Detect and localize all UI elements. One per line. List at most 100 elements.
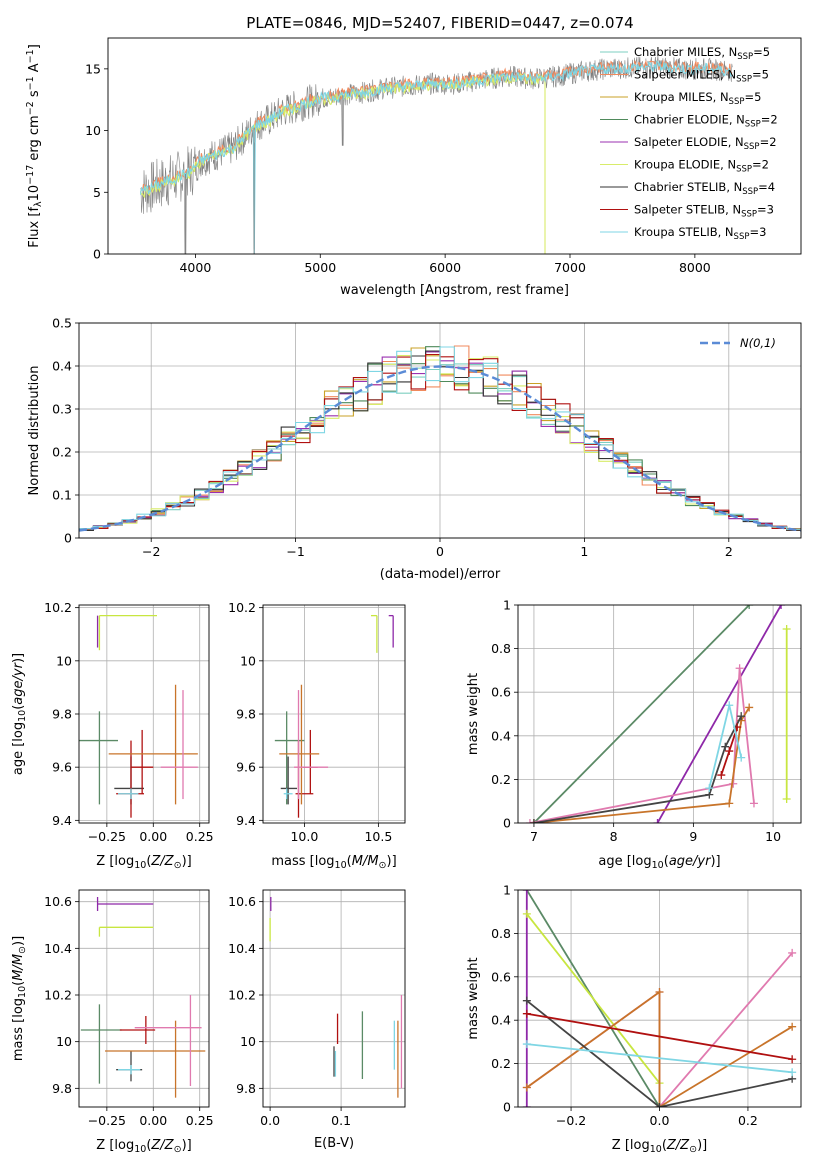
weight-series-line (533, 715, 742, 823)
weight-point-marker (725, 701, 734, 710)
weight-point-marker (737, 712, 746, 721)
residuals-ylabel: Normed distribution (27, 366, 42, 496)
y-tick-label: 9.8 (236, 1081, 256, 1096)
x-tick-label: 7000 (554, 260, 586, 275)
weight-point-marker (522, 1009, 531, 1018)
errorbar-point (131, 729, 154, 794)
errorbar-point (118, 788, 139, 800)
x-tick-label: 0.0 (260, 1113, 280, 1128)
x-tick-label: 0 (436, 544, 444, 559)
y-tick-label: 10.6 (44, 894, 72, 909)
weight-point-marker (522, 1040, 531, 1049)
errorbar-point (80, 1004, 122, 1084)
x-tick-label: −1 (286, 544, 304, 559)
spectrum-data-line (140, 55, 733, 254)
errorbar-point (118, 1065, 141, 1075)
legend-entry: Chabrier ELODIE, NSSP=2 (634, 113, 778, 130)
spectrum-axes: 4000 5000 6000 7000 8000 0 5 10 15 Chabrier MILES… (25, 37, 802, 298)
y-tick-label: 0.4 (491, 728, 511, 743)
x-tick-label: 8000 (679, 260, 711, 275)
axes-frame (78, 322, 802, 539)
y-tick-label: 1 (503, 883, 511, 898)
gaussian-curve (78, 365, 802, 532)
weight-point-marker (788, 1055, 797, 1064)
legend-entry: Kroupa ELODIE, NSSP=2 (634, 158, 769, 175)
mass_vs_EBV-xlabel: E(B-V) (314, 1136, 354, 1151)
axes-frame (107, 37, 802, 255)
legend-entry: Kroupa MILES, NSSP=5 (634, 90, 761, 107)
weight-point-marker (788, 948, 797, 957)
weight-point-marker (782, 795, 791, 804)
y-tick-label: 0.6 (491, 685, 511, 700)
x-tick-label: 10 (765, 829, 781, 844)
y-tick-label: 0.1 (52, 488, 72, 503)
errorbar-point (98, 614, 157, 651)
age_vs_Z-xlabel: Z [log10(Z/Z⊙)] (96, 854, 191, 871)
y-tick-label: 5 (93, 185, 101, 200)
x-tick-label: 4000 (179, 260, 211, 275)
legend-entry: Kroupa STELIB, NSSP=3 (634, 225, 766, 242)
errorbar-point (105, 1020, 206, 1098)
errorbar-point (116, 1051, 143, 1082)
weight-point-marker (522, 1103, 531, 1107)
weight-series-line (526, 1012, 793, 1061)
y-tick-label: 10.2 (228, 988, 256, 1003)
y-tick-label: 0 (503, 816, 511, 831)
legend-entry: Chabrier STELIB, NSSP=4 (634, 180, 775, 197)
y-tick-label: 0.4 (491, 1013, 511, 1028)
y-tick-label: 9.6 (236, 760, 256, 775)
errorbar-point (134, 995, 202, 1086)
residuals-axes: −2 −1 0 1 2 0 0.1 0.2 0.3 0.4 0.5 N(0,1) (data-model… (27, 316, 802, 582)
spectrum-legend: Chabrier MILES, NSSP=5 Salpeter MILES, NS… (600, 45, 778, 242)
errorbar-point (279, 684, 320, 805)
x-tick-label: 2 (725, 544, 733, 559)
y-tick-label: 10.2 (228, 600, 256, 615)
errorbar-point (79, 711, 118, 805)
x-tick-label: 9 (689, 829, 697, 844)
weight-series-line (526, 1043, 793, 1074)
weight-point-marker (737, 753, 746, 762)
y-tick-label: 9.8 (236, 707, 256, 722)
weight-point-marker (725, 799, 734, 808)
errorbar-point (160, 690, 198, 800)
weight_vs_age-ylabel: mass weight (466, 673, 481, 755)
y-tick-label: 9.4 (236, 813, 256, 828)
y-tick-label: 9.4 (52, 813, 72, 828)
mass_vs_EBV-axes: 0.0 0.1 9.8 10 10.2 10.4 10.6 E(B-V) (228, 889, 406, 1151)
weight_vs_Z-ylabel: mass weight (466, 957, 481, 1039)
y-tick-label: 0.5 (52, 316, 72, 331)
histogram-series (79, 346, 801, 530)
figure-title: PLATE=0846, MJD=52407, FIBERID=0447, z=0… (246, 14, 633, 32)
mass_vs_Z-ylabel: mass [log10(M/M⊙)] (11, 936, 28, 1061)
weight-point-marker (705, 784, 714, 793)
spectrum-ylabel: Flux [fλ10−17 erg cm−2 s−1 A−1] (25, 44, 44, 248)
y-tick-label: 0.2 (491, 772, 511, 787)
x-tick-label: 10.5 (364, 829, 392, 844)
age_vs_mass-axes: 10.0 10.5 9.4 9.6 9.8 10 10.2 mass [log10(M/M⊙)… (228, 600, 406, 871)
spectrum-model-line (139, 60, 733, 254)
legend-entry: Salpeter MILES, NSSP=5 (634, 68, 769, 85)
errorbar-point (98, 926, 154, 937)
x-tick-label: 5000 (304, 260, 336, 275)
axes-frame (262, 604, 406, 824)
weight-series-line (526, 999, 793, 1107)
axes-frame (262, 889, 406, 1108)
weight-series-line (533, 605, 750, 823)
y-tick-label: 0.4 (52, 359, 72, 374)
x-tick-label: 0.0 (650, 1113, 670, 1128)
x-tick-label: 1 (580, 544, 588, 559)
weight-point-marker (788, 1068, 797, 1077)
weight-point-marker (721, 742, 730, 751)
mass_vs_Z-xlabel: Z [log10(Z/Z⊙)] (96, 1138, 191, 1155)
weight-point-marker (525, 819, 534, 823)
y-tick-label: 10 (56, 653, 72, 668)
weight-series-line (533, 707, 750, 823)
legend-entry: N(0,1) (740, 336, 776, 350)
legend-entry: Chabrier MILES, NSSP=5 (634, 45, 770, 62)
y-tick-label: 0.8 (491, 641, 511, 656)
weight-point-marker (522, 1083, 531, 1092)
weight-point-marker (745, 703, 754, 712)
x-tick-label: −0.2 (556, 1113, 586, 1128)
weight_vs_Z-axes: −0.2 0.0 0.2 0 0.2 0.4 0.6 0.8 1 Z [log10(Z/Z⊙)] m… (466, 883, 802, 1155)
